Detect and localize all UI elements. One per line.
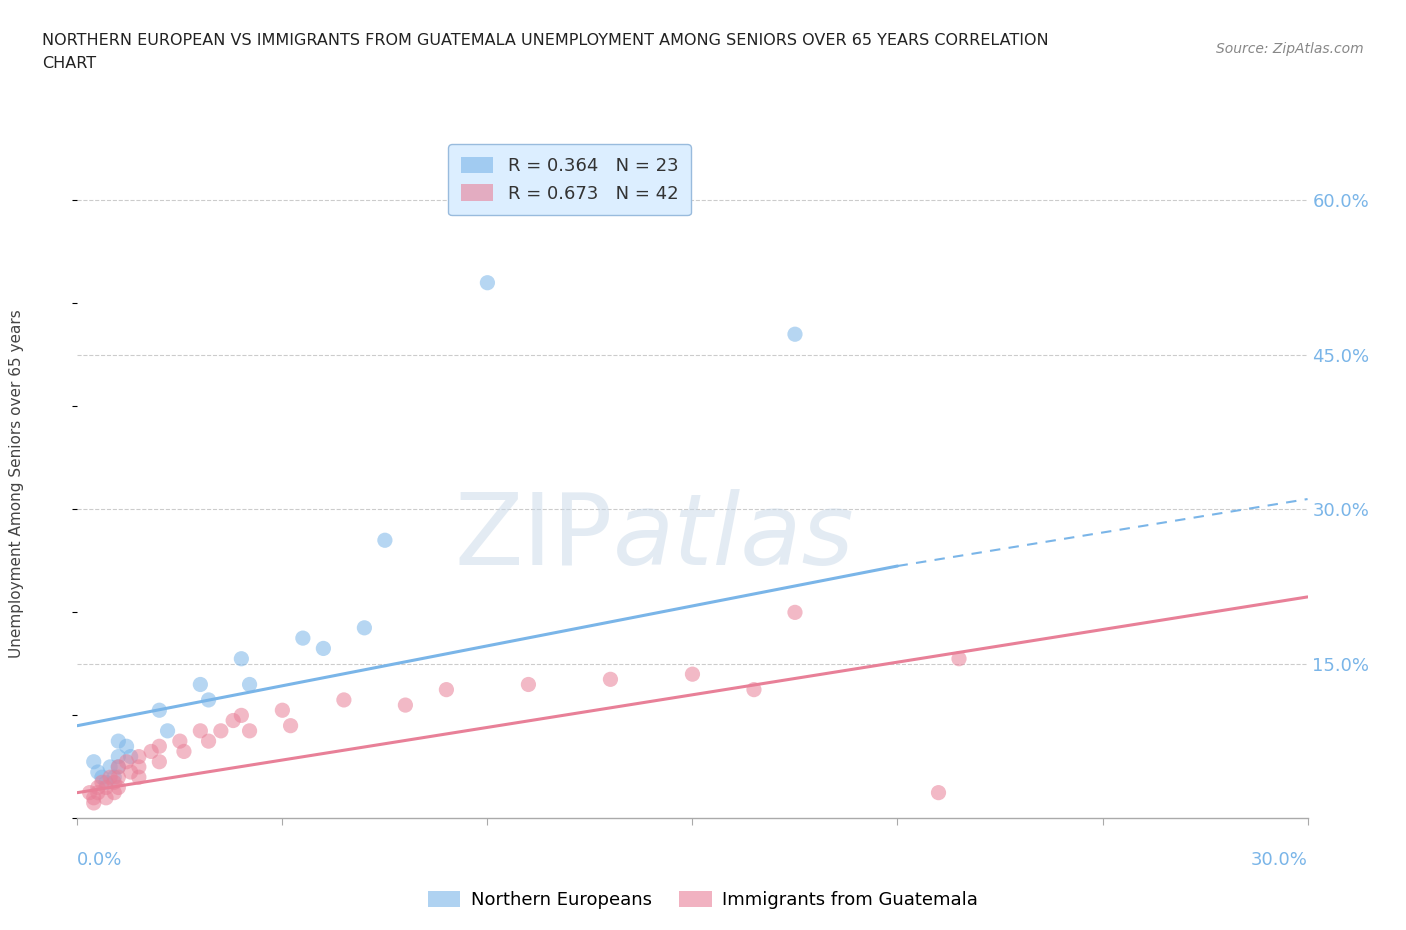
Point [333,693,356,708]
Point [312,641,335,656]
Point [98,770,121,785]
Point [103,775,125,790]
Point [148,738,170,753]
Point [197,693,219,708]
Point [239,677,262,692]
Point [374,533,396,548]
Point [103,785,125,800]
Point [115,738,138,753]
Point [271,703,294,718]
Point [94,775,117,790]
Point [107,760,129,775]
Point [231,708,253,723]
Point [107,780,129,795]
Point [783,326,806,341]
Point [156,724,179,738]
Point [173,744,195,759]
Point [231,651,253,666]
Point [436,683,458,698]
Point [169,734,191,749]
Point [103,770,125,785]
Point [120,764,142,779]
Point [197,734,219,749]
Point [477,275,499,290]
Point [948,651,970,666]
Point [128,760,150,775]
Point [291,631,314,645]
Text: atlas: atlas [613,488,853,586]
Point [107,750,129,764]
Point [280,718,302,733]
Point [107,770,129,785]
Point [742,683,765,698]
Point [115,754,138,769]
Point [87,764,110,779]
Point [107,760,129,775]
Point [94,790,117,805]
Point [87,780,110,795]
Text: Unemployment Among Seniors over 65 years: Unemployment Among Seniors over 65 years [10,309,24,658]
Point [239,724,262,738]
Legend: R = 0.364   N = 23, R = 0.673   N = 42: R = 0.364 N = 23, R = 0.673 N = 42 [449,144,690,215]
Text: Source: ZipAtlas.com: Source: ZipAtlas.com [1216,42,1364,56]
Point [141,744,163,759]
Text: 0.0%: 0.0% [77,851,122,870]
Point [188,677,212,692]
Point [79,785,101,800]
Point [682,667,704,682]
Point [83,790,105,805]
Point [90,775,114,790]
Point [148,754,170,769]
Text: 30.0%: 30.0% [1251,851,1308,870]
Point [128,750,150,764]
Point [98,760,121,775]
Point [209,724,232,738]
Point [188,724,212,738]
Point [517,677,540,692]
Point [107,734,129,749]
Point [353,620,375,635]
Point [128,770,150,785]
Text: CHART: CHART [42,56,96,71]
Point [87,785,110,800]
Point [90,770,114,785]
Point [83,795,105,810]
Text: ZIP: ZIP [454,488,613,586]
Point [222,713,245,728]
Legend: Northern Europeans, Immigrants from Guatemala: Northern Europeans, Immigrants from Guat… [420,884,986,916]
Point [120,750,142,764]
Point [928,785,950,800]
Point [83,754,105,769]
Text: NORTHERN EUROPEAN VS IMMIGRANTS FROM GUATEMALA UNEMPLOYMENT AMONG SENIORS OVER 6: NORTHERN EUROPEAN VS IMMIGRANTS FROM GUA… [42,33,1049,47]
Point [783,604,806,619]
Point [599,671,621,686]
Point [94,780,117,795]
Point [148,703,170,718]
Point [394,698,416,712]
